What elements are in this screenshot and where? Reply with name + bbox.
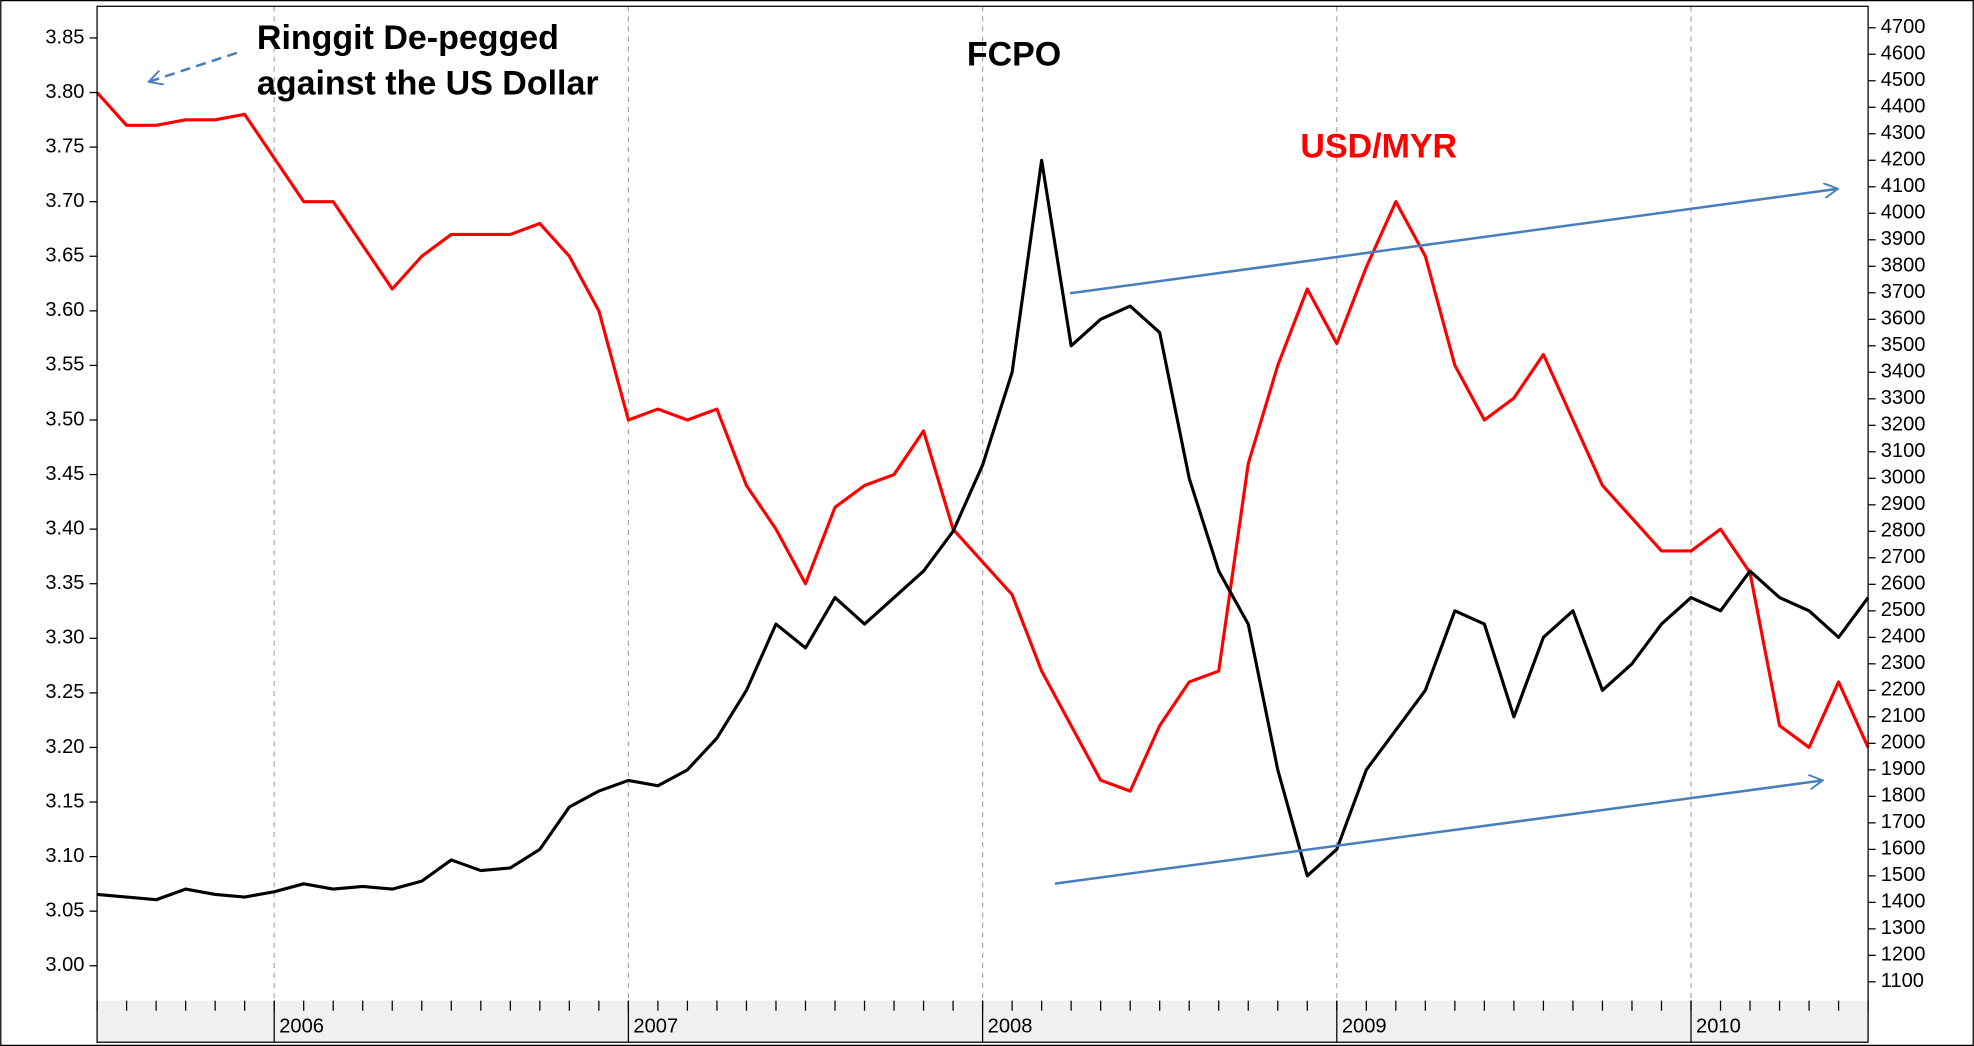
y2-tick-label: 3100 [1881, 440, 1926, 462]
annotation: Ringgit De-pegged [257, 19, 559, 57]
y-tick-label: 3.30 [45, 627, 84, 649]
y2-tick-label: 2800 [1881, 520, 1926, 542]
y2-tick-label: 3300 [1881, 387, 1926, 409]
y-tick-label: 3.10 [45, 845, 84, 867]
y2-tick-label: 1100 [1881, 970, 1924, 992]
y2-tick-label: 1800 [1881, 785, 1926, 807]
y2-tick-label: 1300 [1881, 917, 1926, 939]
y2-tick-label: 3400 [1881, 361, 1926, 383]
y-tick-label: 3.50 [45, 408, 84, 430]
y-tick-label: 3.70 [45, 190, 84, 212]
y2-tick-label: 4600 [1881, 43, 1926, 65]
y2-tick-label: 1500 [1881, 864, 1926, 886]
y2-tick-label: 1700 [1881, 811, 1926, 833]
y2-tick-label: 1400 [1881, 891, 1926, 913]
y2-tick-label: 3700 [1881, 281, 1926, 303]
y2-tick-label: 4300 [1881, 122, 1926, 144]
y2-tick-label: 1600 [1881, 838, 1926, 860]
y2-tick-label: 2400 [1881, 626, 1926, 648]
series-label: USD/MYR [1300, 127, 1457, 165]
trend-arrow [1054, 780, 1823, 885]
annotation: against the US Dollar [257, 65, 599, 103]
y2-tick-label: 2700 [1881, 546, 1926, 568]
y2-tick-label: 3800 [1881, 255, 1926, 277]
y2-tick-label: 1200 [1881, 944, 1926, 966]
y-tick-label: 3.55 [45, 354, 84, 376]
plot-border [96, 5, 1869, 1043]
y-tick-label: 3.80 [45, 81, 84, 103]
y2-tick-label: 4200 [1881, 149, 1926, 171]
y-tick-label: 3.75 [45, 135, 84, 157]
y2-tick-label: 3600 [1881, 308, 1926, 330]
y-tick-label: 3.35 [45, 572, 84, 594]
y2-tick-label: 1900 [1881, 758, 1926, 780]
y-tick-label: 3.45 [45, 463, 84, 485]
y2-tick-label: 3000 [1881, 467, 1926, 489]
y2-tick-label: 2500 [1881, 599, 1926, 621]
series-label: FCPO [967, 36, 1061, 74]
x-tick-label: 2009 [1342, 1015, 1387, 1037]
y2-tick-label: 2000 [1881, 732, 1926, 754]
y2-tick-label: 4700 [1881, 16, 1926, 38]
x-tick-label: 2008 [988, 1015, 1033, 1037]
y-tick-label: 3.65 [45, 245, 84, 267]
x-tick-label: 2010 [1696, 1015, 1741, 1037]
y2-tick-label: 2100 [1881, 705, 1926, 727]
trend-arrow [1069, 189, 1838, 295]
y-tick-label: 3.20 [45, 736, 84, 758]
y-tick-label: 3.15 [45, 790, 84, 812]
y-tick-label: 3.00 [45, 954, 84, 976]
y-tick-label: 3.60 [45, 299, 84, 321]
y2-tick-label: 3200 [1881, 414, 1926, 436]
y2-tick-label: 3900 [1881, 228, 1926, 250]
y-tick-label: 3.25 [45, 681, 84, 703]
y-tick-label: 3.05 [45, 899, 84, 921]
y2-tick-label: 3500 [1881, 334, 1926, 356]
y2-tick-label: 2600 [1881, 573, 1926, 595]
y2-tick-label: 4400 [1881, 96, 1926, 118]
y2-tick-label: 2200 [1881, 679, 1926, 701]
y2-tick-label: 2900 [1881, 493, 1926, 515]
y2-tick-label: 4000 [1881, 202, 1926, 224]
x-tick-label: 2006 [279, 1015, 324, 1037]
y-tick-label: 3.40 [45, 517, 84, 539]
y2-tick-label: 4100 [1881, 175, 1926, 197]
x-tick-label: 2007 [633, 1015, 678, 1037]
y2-tick-label: 2300 [1881, 652, 1926, 674]
series-line [96, 158, 1870, 902]
y2-tick-label: 4500 [1881, 69, 1926, 91]
series-line [95, 91, 1870, 793]
y-tick-label: 3.85 [45, 26, 84, 48]
